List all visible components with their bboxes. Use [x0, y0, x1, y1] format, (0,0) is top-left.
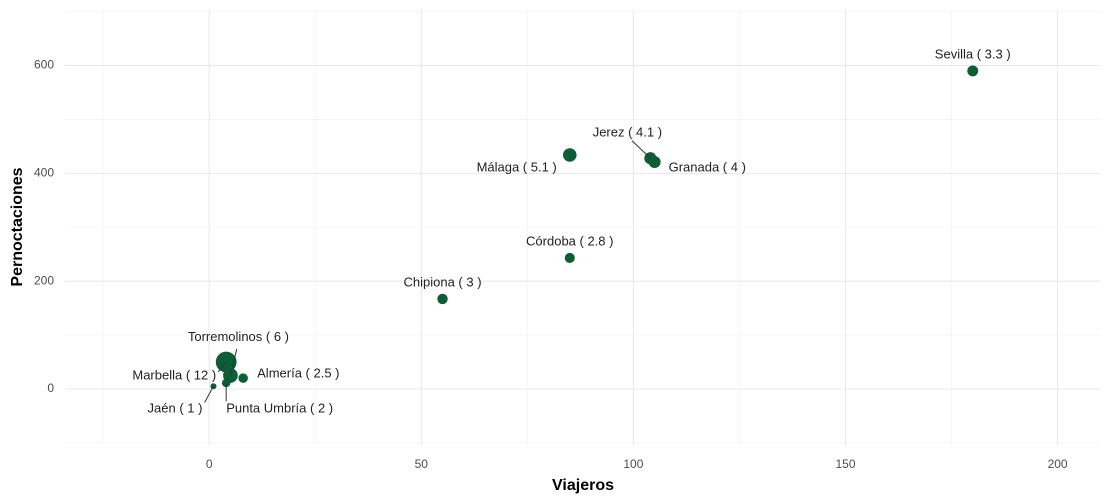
- y-tick-label: 200: [34, 273, 54, 287]
- leader-line: [229, 348, 238, 376]
- y-tick-label: 400: [34, 165, 54, 179]
- y-tick-label: 600: [34, 58, 54, 72]
- x-tick-label: 0: [206, 457, 213, 471]
- point-label: Torremolinos ( 6 ): [188, 329, 289, 344]
- x-tick-label: 50: [415, 457, 429, 471]
- x-tick-label: 200: [1048, 457, 1068, 471]
- point-label: Granada ( 4 ): [669, 159, 746, 174]
- point-label: Córdoba ( 2.8 ): [526, 233, 613, 248]
- point: [562, 148, 577, 162]
- point: [648, 156, 661, 169]
- point-label: Chipiona ( 3 ): [403, 274, 481, 289]
- point-label: Marbella ( 12 ): [132, 367, 216, 382]
- leader-line: [204, 386, 214, 403]
- x-axis-title: Viajeros: [552, 477, 614, 494]
- point-label: Jerez ( 4.1 ): [593, 125, 662, 140]
- point-label: Punta Umbría ( 2 ): [226, 400, 333, 415]
- point: [437, 293, 448, 305]
- point-label: Jaén ( 1 ): [148, 401, 203, 416]
- x-tick-label: 100: [623, 457, 643, 471]
- point-label: Málaga ( 5.1 ): [477, 159, 557, 174]
- point-label: Sevilla ( 3.3 ): [935, 46, 1011, 61]
- leader-line: [631, 140, 651, 159]
- point-label: Almería ( 2.5 ): [257, 366, 339, 381]
- y-axis-title: Pernoctaciones: [9, 167, 26, 286]
- point: [238, 373, 248, 383]
- y-tick-label: 0: [47, 381, 54, 395]
- point: [564, 252, 575, 263]
- leader-line: [217, 361, 227, 373]
- point: [967, 65, 979, 77]
- x-tick-label: 150: [835, 457, 855, 471]
